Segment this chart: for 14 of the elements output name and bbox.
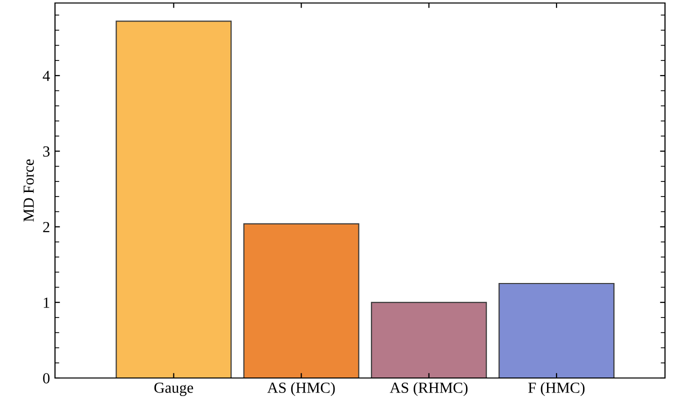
x-tick-label: AS (RHMC) bbox=[390, 382, 468, 396]
x-tick-label: F (HMC) bbox=[528, 382, 585, 396]
x-tick-label: AS (HMC) bbox=[267, 382, 335, 396]
y-tick-label: 4 bbox=[42, 70, 50, 81]
y-tick-label: 2 bbox=[43, 222, 50, 232]
y-tick-label: 3 bbox=[43, 146, 50, 157]
bar bbox=[116, 20, 232, 378]
bar bbox=[243, 223, 360, 378]
y-tick-label: 1 bbox=[44, 298, 50, 308]
y-axis-title: MD Force bbox=[24, 159, 34, 222]
x-tick-label: Gauge bbox=[154, 382, 194, 396]
bar bbox=[498, 282, 615, 378]
bar bbox=[370, 302, 487, 378]
y-tick-label: 0 bbox=[43, 373, 50, 384]
